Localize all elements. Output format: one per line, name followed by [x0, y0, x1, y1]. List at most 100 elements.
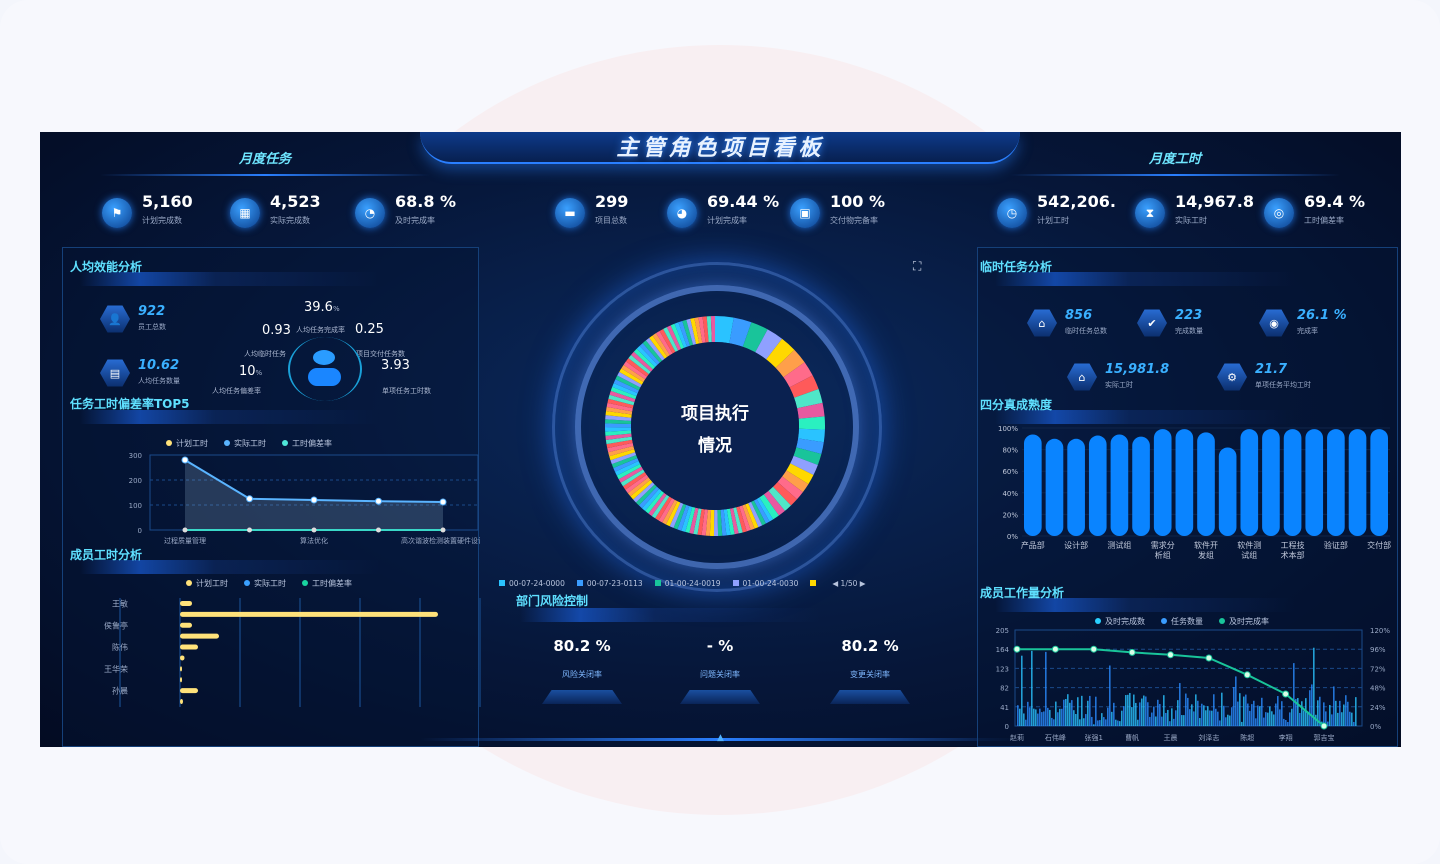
- bar: [1225, 717, 1227, 726]
- title-bar: [420, 132, 1020, 164]
- kpi-value: 100 %: [830, 192, 885, 211]
- check-icon: ✔: [1137, 309, 1167, 337]
- donut-slice: [609, 390, 636, 403]
- donut-slice: [658, 498, 675, 523]
- caret-up-icon[interactable]: ▲: [717, 733, 724, 743]
- bar: [1029, 707, 1031, 726]
- pedestal: [830, 690, 910, 704]
- donut-slice: [709, 509, 715, 536]
- donut-slice: [796, 438, 824, 455]
- bar: [1273, 714, 1275, 726]
- bar: [1045, 438, 1064, 536]
- bar: [1024, 434, 1042, 536]
- y-tick-label: 侯鲁亭: [104, 620, 128, 630]
- workload-legend: 及时完成数 任务数量 及时完成率: [1095, 616, 1269, 627]
- legend-pager[interactable]: ◀ 1/50 ▶: [832, 579, 865, 588]
- donut-slice: [693, 508, 702, 535]
- section-bar: [995, 598, 1295, 612]
- unit: %: [255, 369, 263, 377]
- staff-label: 员工总数: [138, 323, 166, 331]
- data-point: [1128, 648, 1136, 656]
- delivery-value: 0.25: [355, 322, 384, 337]
- bar: [1049, 709, 1051, 726]
- bar: [1059, 708, 1061, 726]
- bar: [1197, 700, 1199, 726]
- risk-title: 部门风险控制: [516, 594, 589, 608]
- fullscreen-icon[interactable]: ⛶: [913, 259, 922, 273]
- bar: [1181, 715, 1183, 726]
- risk-label: 问题关闭率: [700, 670, 740, 679]
- member-hours-legend: 计划工时 实际工时 工时偏差率: [186, 578, 352, 589]
- bar: [1075, 713, 1077, 726]
- legend-item[interactable]: [810, 579, 820, 588]
- donut-slice: [739, 505, 751, 532]
- workload-title: 成员工作量分析: [980, 586, 1065, 600]
- legend-item[interactable]: 01-00-24-0019: [654, 579, 721, 588]
- donut-slice: [631, 351, 654, 372]
- donut-slice: [610, 386, 637, 400]
- bar: [1293, 663, 1295, 726]
- donut-slice: [608, 446, 635, 457]
- bar: [1101, 713, 1103, 726]
- donut-slice: [605, 436, 633, 445]
- donut-slice: [723, 509, 731, 536]
- bar: [1109, 665, 1111, 726]
- donut-slice: [685, 506, 696, 533]
- x-tick-label: 陈超: [1240, 733, 1254, 742]
- prev-page-icon[interactable]: ◀: [832, 579, 839, 588]
- donut-label-line: 项目执行: [681, 404, 749, 424]
- bar: [1241, 721, 1243, 726]
- monthly-task-stat: ◔ 68.8 % 及时完成率: [355, 192, 456, 228]
- bar: [1283, 429, 1302, 536]
- bar: [1201, 703, 1203, 726]
- bar: [1045, 651, 1047, 726]
- bar: [1301, 701, 1303, 726]
- legend-item[interactable]: 01-00-24-0030: [732, 579, 798, 588]
- donut-slice: [773, 481, 798, 506]
- user-icon: 👤: [100, 305, 130, 333]
- bar: [1175, 429, 1194, 536]
- bar: [1287, 721, 1289, 726]
- divider: [1010, 174, 1340, 176]
- data-point: [182, 527, 188, 533]
- y-tick-label: 164: [996, 646, 1010, 654]
- dashboard: 主管角色项目看板 月度任务 月度工时 ⚑ 5,160 计划完成数 ▦ 4,523 实际完成…: [40, 132, 1401, 747]
- kpi-label: 项目总数: [595, 216, 627, 225]
- donut-slice: [717, 509, 723, 536]
- donut-slice: [652, 333, 670, 357]
- legend-item[interactable]: 00-07-23-0113: [576, 579, 643, 588]
- bar: [180, 644, 198, 650]
- bar: [1035, 709, 1037, 726]
- next-page-icon[interactable]: ▶: [859, 579, 866, 588]
- donut-slice: [605, 430, 632, 436]
- legend-item[interactable]: 00-07-24-0000: [499, 579, 565, 588]
- kpi-label: 实际工时: [1175, 216, 1207, 225]
- bar: [1033, 708, 1035, 726]
- temp-label: 人均临时任务: [244, 350, 286, 358]
- bar: [1329, 705, 1331, 726]
- bar: [1131, 707, 1133, 726]
- donut-legend: 00-07-24-0000 00-07-23-0113 01-00-24-0019 0…: [499, 579, 866, 588]
- kpi-label: 计划完成数: [142, 216, 182, 225]
- tasks-label: 人均任务数量: [138, 377, 180, 385]
- donut-slice: [763, 490, 785, 516]
- project-donut-chart[interactable]: [605, 316, 825, 536]
- bar: [1185, 693, 1187, 726]
- bar: [1277, 696, 1279, 726]
- x-tick-label: 验证部: [1324, 540, 1348, 550]
- bar: [1031, 650, 1033, 726]
- bar: [1319, 696, 1321, 726]
- data-point: [310, 496, 318, 504]
- pie-icon: ◕: [667, 198, 697, 228]
- inner-ring: [575, 285, 859, 569]
- x-tick-label: 工程技: [1281, 540, 1305, 550]
- outer-ring: [552, 262, 882, 592]
- y-tick-label: 300: [129, 452, 142, 460]
- donut-slice: [614, 460, 640, 476]
- donut-label-line: 情况: [698, 436, 732, 456]
- clock-icon: ◷: [997, 198, 1027, 228]
- bar: [1305, 429, 1324, 536]
- donut-slice: [609, 449, 636, 461]
- temp-task-stat: ⚙ 21.7 单项任务平均工时: [1217, 362, 1311, 392]
- donut-slice: [759, 494, 779, 520]
